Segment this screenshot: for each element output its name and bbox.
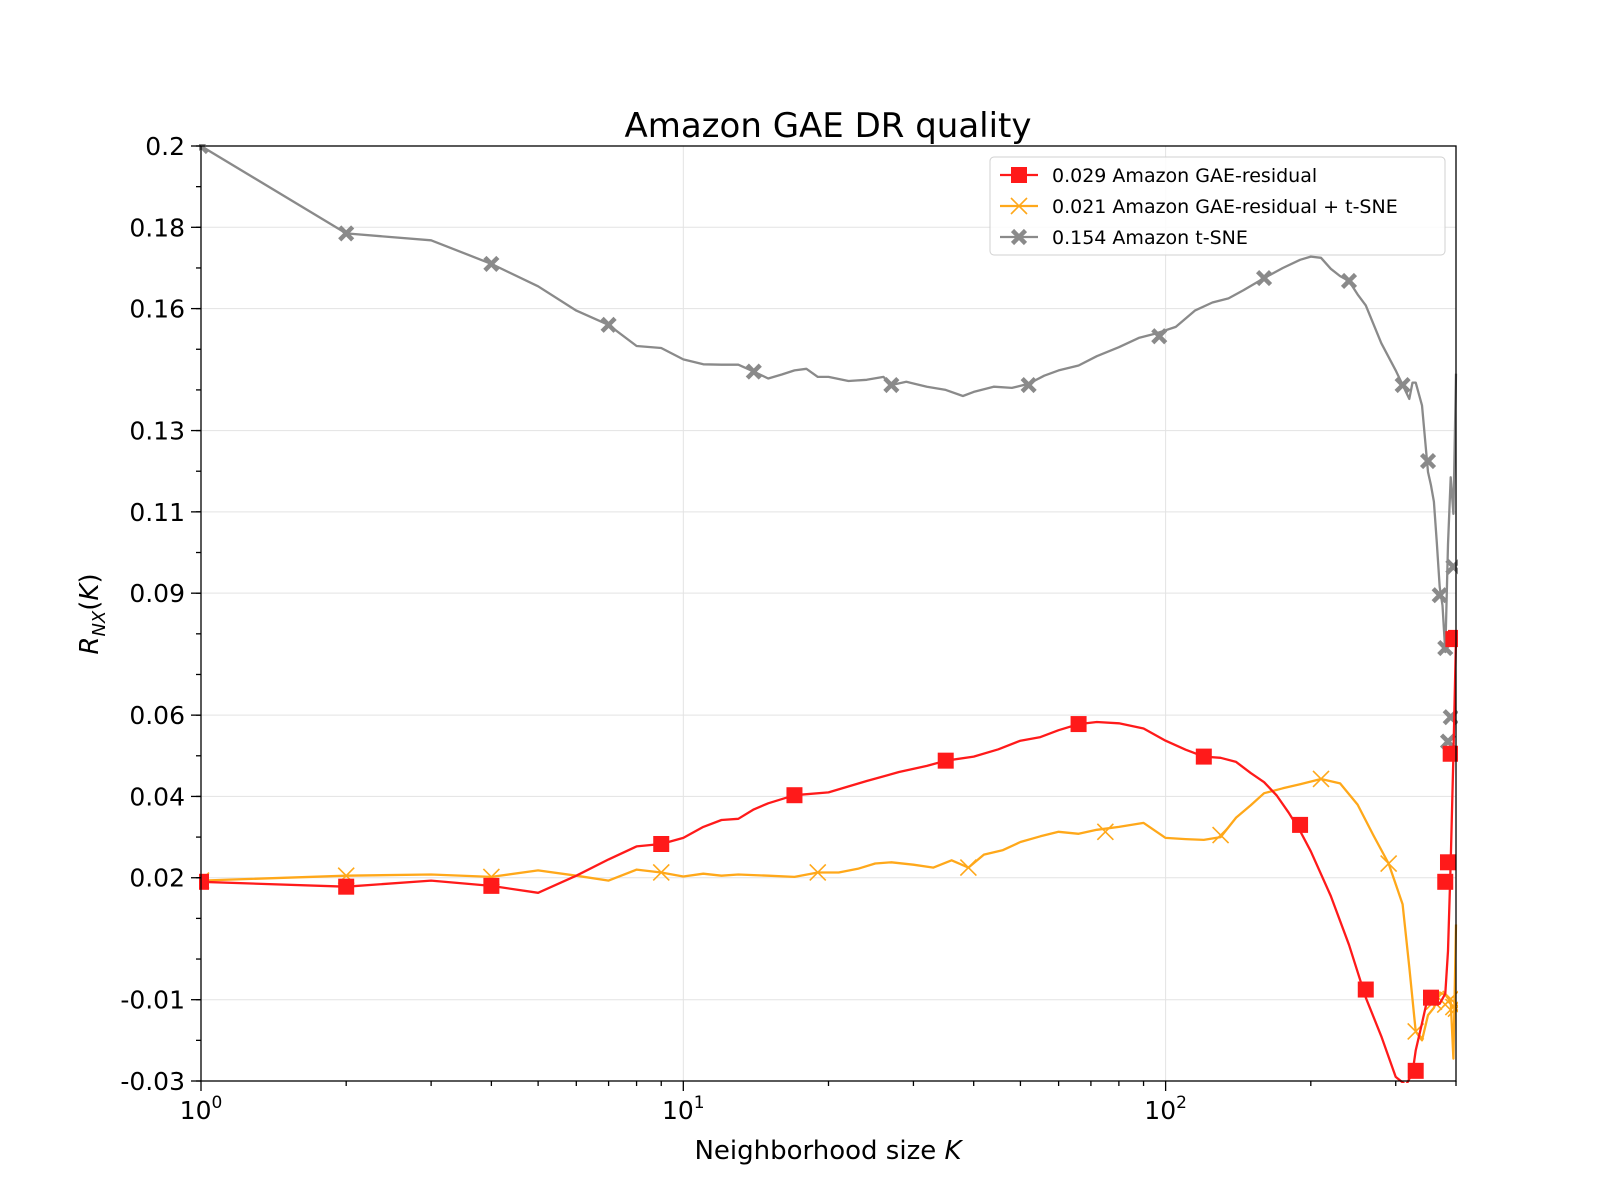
series-marker [1151,328,1168,345]
series-marker [1407,1062,1424,1079]
series-marker [1312,770,1330,788]
series-marker [1445,558,1458,575]
series-marker [483,255,500,272]
y-tick-label: -0.03 [120,1067,185,1096]
legend-entry: 0.154 Amazon t-SNE [1052,227,1248,249]
series-line [200,145,1458,654]
y-tick-label: 0.11 [129,498,185,527]
grid [200,145,1456,1082]
series-marker [883,376,900,394]
series-marker [1437,873,1454,890]
series-3 [199,144,1458,750]
series-marker [483,877,500,894]
series-marker [786,787,803,804]
plot-frame [200,145,1457,1082]
y-tick-label: -0.01 [120,986,185,1015]
legend-entry: 0.021 Amazon GAE-residual + t-SNE [1052,196,1398,218]
series-marker [1423,989,1440,1006]
series-marker [338,225,355,242]
series-marker [1020,376,1037,394]
series-marker [1442,745,1458,762]
legend-marker [1010,197,1028,215]
y-tick-label: 0.02 [129,864,185,893]
series-marker [1256,270,1273,287]
chart-title: Amazon GAE DR quality [624,106,1031,146]
y-tick-label: 0.16 [129,295,185,324]
series-2 [199,770,1458,1060]
series-marker [1096,823,1114,841]
legend: 0.029 Amazon GAE-residual 0.021 Amazon GA… [989,156,1446,256]
axes: -0.03 -0.01 0.02 0.04 0.06 0.09 0.11 0.13 0.16 0.… [120,132,1457,1125]
legend-marker [1010,228,1028,246]
series-marker [1419,452,1437,470]
series-marker [1380,854,1398,873]
series-1 [199,629,1458,1083]
series-marker [1394,376,1411,394]
series-marker [1292,816,1309,833]
series-line [200,637,1458,1083]
x-axis-label: Neighborhood size K [694,1136,963,1166]
series-marker [809,863,827,882]
series-marker [1212,826,1230,844]
series-marker [600,316,617,333]
x-tick-label: 102 [1144,1093,1187,1125]
series-line [200,777,1458,1060]
series-marker [338,878,355,895]
y-tick-label: 0.13 [129,417,185,446]
x-tick-label: 100 [180,1093,223,1125]
y-tick-label: 0.09 [129,579,185,608]
legend-entry: 0.029 Amazon GAE-residual [1052,165,1317,187]
series-marker [1070,716,1087,733]
series-marker [1340,272,1358,290]
y-axis-label: RNX(K) [75,573,110,654]
x-tick-label: 101 [662,1093,705,1125]
y-tick-label: 0.04 [129,782,185,811]
y-tick-label: 0.2 [145,132,185,161]
series-marker [653,835,670,852]
y-tick-label: 0.06 [129,701,185,730]
legend-marker [1011,167,1027,183]
series-marker [1195,748,1212,765]
series-marker [652,863,670,882]
series-marker [937,752,954,769]
series-marker [1431,587,1448,604]
series-marker [1357,981,1374,998]
series-marker [1439,854,1456,871]
legend-box [989,156,1446,256]
series-marker [745,363,762,380]
y-tick-label: 0.18 [129,213,185,242]
series-layer [199,144,1458,1083]
series-marker [959,859,977,877]
